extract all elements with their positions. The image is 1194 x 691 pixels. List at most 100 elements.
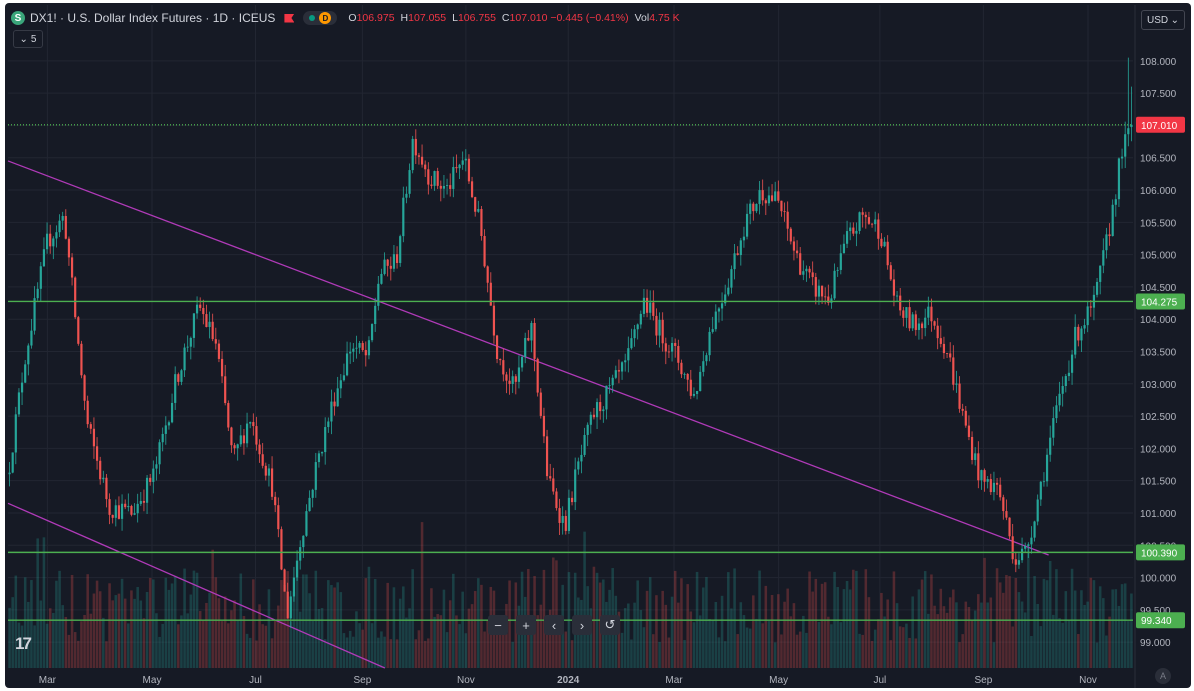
volume-bar xyxy=(186,613,189,668)
candle-body xyxy=(520,356,524,368)
candle-body xyxy=(824,296,827,298)
volume-bar xyxy=(442,589,446,668)
candle-body xyxy=(133,513,136,515)
volume-bar xyxy=(1111,589,1114,668)
volume-bar xyxy=(1061,622,1064,668)
candle-body xyxy=(1061,386,1064,394)
candle-body xyxy=(805,268,808,272)
candle-body xyxy=(314,462,317,490)
volume-bar xyxy=(373,579,377,668)
volume-bar xyxy=(708,618,711,668)
candle-body xyxy=(355,347,358,349)
volume-bar xyxy=(995,568,999,668)
candle-body xyxy=(830,298,833,303)
candle-body xyxy=(270,468,274,497)
candle-body xyxy=(11,452,14,473)
zoom-out-button[interactable]: − xyxy=(488,615,508,635)
volume-bar xyxy=(448,600,452,668)
volume-bar xyxy=(839,622,843,668)
candle-body xyxy=(533,322,536,359)
candle-body xyxy=(755,203,758,212)
candle-body xyxy=(764,200,767,204)
volume-bar xyxy=(167,589,171,668)
volume-bar xyxy=(1105,635,1108,668)
candle-body xyxy=(1108,234,1111,237)
volume-bar xyxy=(1014,577,1018,668)
market-status-pill[interactable]: D xyxy=(303,11,338,25)
volume-bar xyxy=(792,603,796,668)
volume-bar xyxy=(764,585,768,668)
symbol-title[interactable]: DX1! · U.S. Dollar Index Futures · 1D · … xyxy=(30,11,276,25)
candle-body xyxy=(720,303,724,309)
flag-icon[interactable] xyxy=(284,13,295,23)
volume-bar xyxy=(939,588,943,668)
candle-body xyxy=(211,321,214,340)
candle-body xyxy=(605,385,608,410)
y-tick-label: 103.000 xyxy=(1140,380,1177,391)
volume-bar xyxy=(986,602,989,668)
candle-body xyxy=(102,477,105,480)
volume-bar xyxy=(380,631,383,668)
candle-body xyxy=(1008,517,1011,537)
volume-bar xyxy=(480,584,483,668)
ohlc-open: O106.975 xyxy=(348,12,395,24)
candle-body xyxy=(658,319,661,336)
candle-body xyxy=(358,343,361,348)
volume-bar xyxy=(589,608,593,668)
candle-body xyxy=(24,364,27,383)
volume-bar xyxy=(539,604,543,668)
zoom-in-button[interactable]: + xyxy=(516,615,536,635)
y-tick-label: 108.000 xyxy=(1140,57,1177,68)
candle-body xyxy=(52,238,55,247)
volume-bar xyxy=(367,566,371,668)
candle-body xyxy=(745,213,749,237)
candle-body xyxy=(708,331,711,356)
candle-body xyxy=(20,382,24,393)
candle-body xyxy=(452,167,455,189)
candle-body xyxy=(158,442,161,465)
volume-bar xyxy=(223,596,227,668)
y-tick-label: 104.000 xyxy=(1140,315,1177,326)
scroll-right-button[interactable]: › xyxy=(572,615,592,635)
candle-body xyxy=(842,243,846,254)
indicator-collapse-button[interactable]: ⌄ 5 xyxy=(13,30,43,48)
candle-body xyxy=(202,307,205,315)
candle-body xyxy=(1042,481,1046,483)
volume-bar xyxy=(1089,577,1093,668)
volume-bar xyxy=(183,568,186,668)
candle-body xyxy=(336,388,339,407)
candle-body xyxy=(33,298,36,331)
reset-chart-button[interactable]: ↺ xyxy=(600,615,620,635)
candle-body xyxy=(395,254,399,263)
candle-body xyxy=(752,203,755,212)
candle-body xyxy=(58,220,61,233)
currency-select[interactable]: USD ⌄ xyxy=(1141,10,1185,30)
volume-bar xyxy=(61,605,64,668)
candle-body xyxy=(261,454,264,466)
candle-body xyxy=(370,324,374,341)
volume-bar xyxy=(83,614,86,668)
scroll-left-button[interactable]: ‹ xyxy=(544,615,564,635)
candle-body xyxy=(1049,437,1052,455)
volume-bar xyxy=(933,605,936,668)
candle-body xyxy=(420,156,424,165)
candle-body xyxy=(677,345,680,363)
volume-bar xyxy=(620,632,624,668)
candle-body xyxy=(170,402,174,423)
volume-bar xyxy=(130,590,133,668)
volume-bar xyxy=(123,598,127,668)
candle-body xyxy=(424,164,427,170)
volume-bar xyxy=(142,618,146,668)
volume-bar xyxy=(370,623,374,668)
volume-bar xyxy=(1045,580,1049,668)
volume-bar xyxy=(989,597,993,668)
volume-bar xyxy=(633,602,636,668)
volume-bar xyxy=(752,595,755,668)
auto-scale-button[interactable]: A xyxy=(1155,668,1171,684)
price-chart[interactable]: 99.00099.500100.000100.500101.000101.500… xyxy=(5,3,1191,688)
volume-bar xyxy=(273,620,277,668)
volume-bar xyxy=(80,621,83,668)
volume-bar xyxy=(311,620,314,668)
tradingview-logo[interactable]: 17 xyxy=(15,634,32,653)
volume-bar xyxy=(783,601,786,668)
